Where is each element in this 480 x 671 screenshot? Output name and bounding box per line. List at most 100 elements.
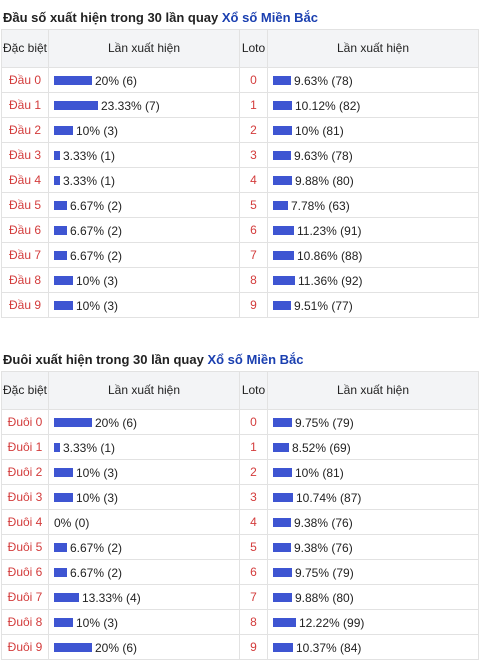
loto-freq-cell: 10% (81) (267, 459, 479, 485)
freq-cell: 10% (3) (48, 267, 240, 293)
freq-cell: 6.67% (2) (48, 242, 240, 268)
frequency-value: 10.74% (87) (296, 490, 362, 505)
frequency-bar (273, 642, 293, 652)
loto-number: 8 (239, 609, 268, 635)
table-row: Đuôi 6 6.67% (2) 6 9.75% (79) (1, 559, 479, 585)
header-lan-xuat-hien: Lần xuất hiện (48, 371, 240, 410)
frequency-value: 11.23% (91) (297, 223, 362, 238)
row-label: Đầu 1 (1, 92, 49, 118)
frequency-value: 6.67% (2) (70, 565, 123, 580)
frequency-value: 10% (3) (76, 490, 119, 505)
loto-freq-cell: 9.38% (76) (267, 534, 479, 560)
header-dac-biet: Đặc biệt (1, 29, 49, 68)
dau-section: Đầu số xuất hiện trong 30 lần quay Xổ số… (0, 7, 480, 318)
freq-cell: 10% (3) (48, 292, 240, 318)
duoi-title-brand-link[interactable]: Xổ số Miền Bắc (207, 352, 304, 367)
loto-number: 5 (239, 534, 268, 560)
row-label: Đuôi 5 (1, 534, 49, 560)
frequency-value: 23.33% (7) (101, 98, 160, 113)
row-label: Đầu 9 (1, 292, 49, 318)
frequency-value: 3.33% (1) (63, 440, 116, 455)
freq-cell: 20% (6) (48, 634, 240, 660)
frequency-bar (273, 467, 292, 477)
frequency-bar (273, 542, 291, 552)
loto-number: 0 (239, 409, 268, 435)
frequency-value: 12.22% (99) (299, 615, 365, 630)
loto-number: 1 (239, 434, 268, 460)
row-label: Đuôi 3 (1, 484, 49, 510)
frequency-bar (273, 417, 292, 427)
duoi-section-title: Đuôi xuất hiện trong 30 lần quay Xổ số M… (0, 349, 480, 371)
loto-freq-cell: 10.12% (82) (267, 92, 479, 118)
loto-freq-cell: 9.75% (79) (267, 559, 479, 585)
frequency-value: 10% (3) (76, 465, 119, 480)
frequency-value: 0% (0) (54, 515, 90, 530)
frequency-bar (273, 442, 289, 452)
frequency-bar (54, 100, 98, 110)
row-label: Đầu 3 (1, 142, 49, 168)
row-label: Đầu 7 (1, 242, 49, 268)
dau-table: Đặc biệt Lần xuất hiện Loto Lần xuất hiệ… (1, 29, 479, 318)
frequency-bar (273, 75, 291, 85)
header-dac-biet: Đặc biệt (1, 371, 49, 410)
frequency-bar (273, 250, 294, 260)
row-label: Đuôi 8 (1, 609, 49, 635)
header-loto: Loto (239, 29, 268, 68)
table-row: Đầu 6 6.67% (2) 6 11.23% (91) (1, 217, 479, 243)
table-row: Đuôi 0 20% (6) 0 9.75% (79) (1, 409, 479, 435)
frequency-value: 6.67% (2) (70, 198, 123, 213)
frequency-bar (54, 250, 67, 260)
frequency-bar (273, 150, 291, 160)
frequency-value: 9.63% (78) (294, 148, 353, 163)
frequency-value: 10.12% (82) (295, 98, 361, 113)
frequency-value: 10% (81) (295, 123, 344, 138)
table-row: Đầu 2 10% (3) 2 10% (81) (1, 117, 479, 143)
row-label: Đuôi 0 (1, 409, 49, 435)
table-row: Đầu 9 10% (3) 9 9.51% (77) (1, 292, 479, 318)
loto-number: 8 (239, 267, 268, 293)
loto-freq-cell: 7.78% (63) (267, 192, 479, 218)
row-label: Đuôi 6 (1, 559, 49, 585)
loto-freq-cell: 9.75% (79) (267, 409, 479, 435)
loto-freq-cell: 9.51% (77) (267, 292, 479, 318)
frequency-bar (273, 517, 291, 527)
duoi-section: Đuôi xuất hiện trong 30 lần quay Xổ số M… (0, 349, 480, 660)
frequency-bar (54, 617, 73, 627)
freq-cell: 20% (6) (48, 67, 240, 93)
table-row: Đầu 8 10% (3) 8 11.36% (92) (1, 267, 479, 293)
frequency-bar (273, 275, 295, 285)
freq-cell: 13.33% (4) (48, 584, 240, 610)
frequency-bar (273, 300, 291, 310)
loto-number: 2 (239, 459, 268, 485)
dau-title-brand-link[interactable]: Xổ số Miền Bắc (221, 10, 318, 25)
loto-freq-cell: 10.37% (84) (267, 634, 479, 660)
duoi-table: Đặc biệt Lần xuất hiện Loto Lần xuất hiệ… (1, 371, 479, 660)
table-row: Đuôi 9 20% (6) 9 10.37% (84) (1, 634, 479, 660)
loto-freq-cell: 8.52% (69) (267, 434, 479, 460)
frequency-value: 10.86% (88) (297, 248, 363, 263)
frequency-value: 10.37% (84) (296, 640, 362, 655)
freq-cell: 10% (3) (48, 484, 240, 510)
table-row: Đuôi 1 3.33% (1) 1 8.52% (69) (1, 434, 479, 460)
loto-freq-cell: 9.88% (80) (267, 167, 479, 193)
frequency-bar (273, 225, 294, 235)
loto-number: 6 (239, 217, 268, 243)
freq-cell: 10% (3) (48, 609, 240, 635)
table-row: Đuôi 8 10% (3) 8 12.22% (99) (1, 609, 479, 635)
row-label: Đầu 0 (1, 67, 49, 93)
frequency-bar (54, 467, 73, 477)
loto-freq-cell: 11.23% (91) (267, 217, 479, 243)
loto-number: 9 (239, 634, 268, 660)
table-row: Đầu 0 20% (6) 0 9.63% (78) (1, 67, 479, 93)
duoi-table-body: Đuôi 0 20% (6) 0 9.75% (79) Đuôi 1 3.33% (1) 1… (1, 409, 479, 660)
freq-cell: 10% (3) (48, 117, 240, 143)
header-lan-xuat-hien-loto: Lần xuất hiện (267, 371, 479, 410)
freq-cell: 3.33% (1) (48, 167, 240, 193)
row-label: Đầu 2 (1, 117, 49, 143)
row-label: Đầu 5 (1, 192, 49, 218)
frequency-value: 11.36% (92) (298, 273, 363, 288)
frequency-bar (273, 175, 292, 185)
frequency-value: 9.51% (77) (294, 298, 353, 313)
frequency-value: 6.67% (2) (70, 540, 123, 555)
frequency-bar (54, 75, 92, 85)
